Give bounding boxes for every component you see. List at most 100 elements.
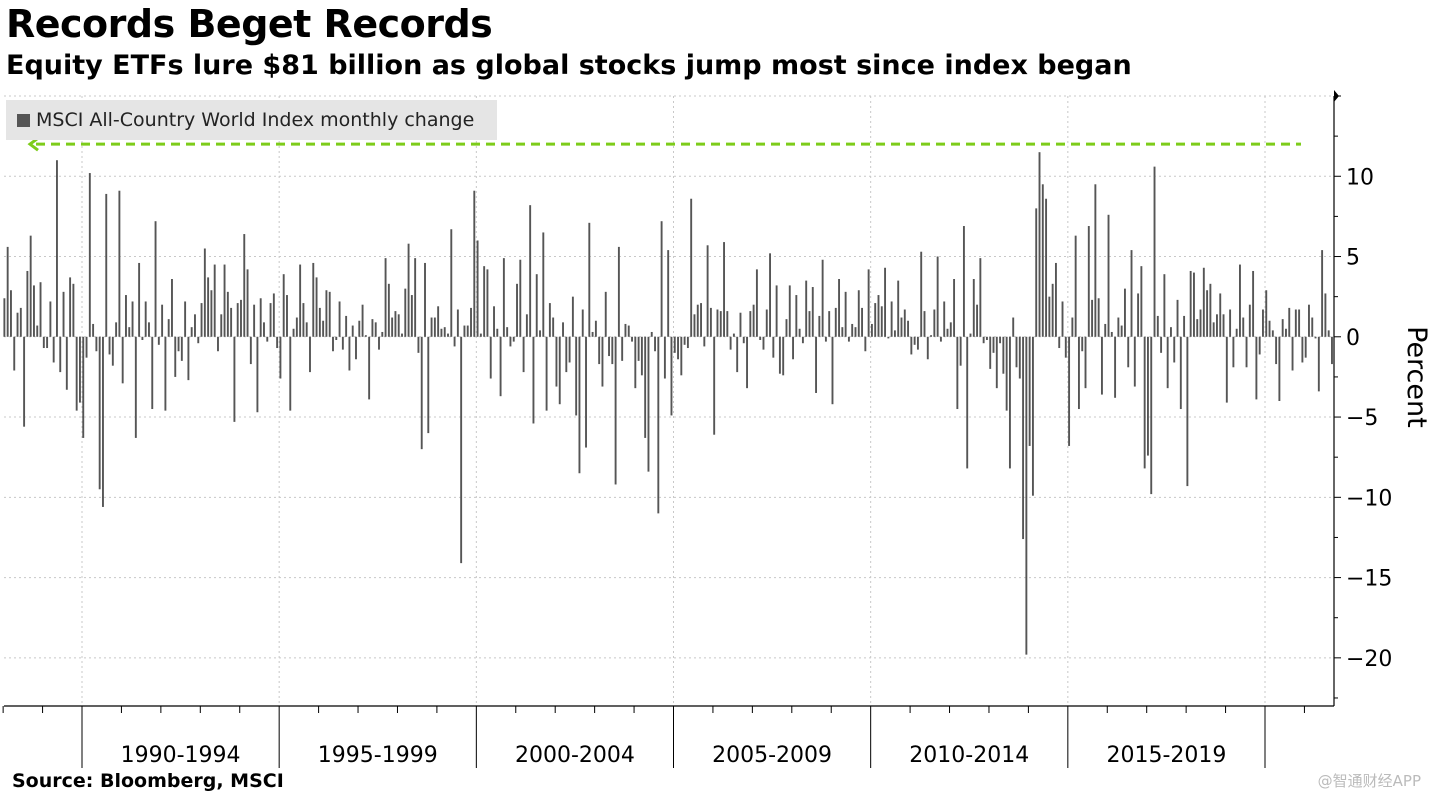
bar bbox=[545, 336, 548, 411]
bar bbox=[706, 245, 709, 337]
bar bbox=[604, 291, 607, 337]
bar bbox=[719, 311, 722, 337]
bar bbox=[151, 336, 154, 410]
bar bbox=[476, 240, 479, 337]
bar bbox=[1061, 301, 1064, 337]
bar bbox=[959, 336, 962, 366]
legend: MSCI All-Country World Index monthly cha… bbox=[6, 100, 497, 140]
bar bbox=[788, 285, 791, 337]
bar bbox=[660, 221, 663, 337]
bar bbox=[98, 336, 101, 490]
bar bbox=[1160, 336, 1163, 353]
bar bbox=[243, 234, 246, 337]
bar bbox=[1031, 336, 1034, 496]
bar bbox=[184, 301, 187, 337]
bar bbox=[755, 269, 758, 337]
bar bbox=[923, 311, 926, 337]
bar bbox=[1314, 336, 1317, 339]
bar bbox=[292, 328, 295, 337]
bar bbox=[627, 325, 630, 337]
bar bbox=[108, 336, 111, 355]
bar bbox=[384, 258, 387, 337]
y-tick-label: 5 bbox=[1346, 246, 1360, 271]
bar bbox=[417, 336, 420, 353]
bar bbox=[1242, 317, 1245, 337]
bar bbox=[601, 336, 604, 387]
bar bbox=[348, 336, 351, 371]
bar bbox=[1186, 336, 1189, 487]
bar bbox=[69, 277, 72, 337]
bar bbox=[519, 259, 522, 337]
bar bbox=[907, 320, 910, 337]
bar bbox=[516, 283, 518, 337]
bar bbox=[966, 336, 969, 469]
bar bbox=[976, 304, 979, 337]
bar bbox=[808, 311, 811, 337]
bar bbox=[335, 336, 338, 340]
bar bbox=[358, 320, 361, 337]
bar bbox=[65, 336, 68, 390]
x-category-label: 2000-2004 bbox=[515, 743, 635, 768]
bar bbox=[522, 336, 525, 373]
bar bbox=[1028, 336, 1031, 446]
bar bbox=[420, 336, 423, 450]
bar bbox=[1150, 336, 1153, 495]
bar bbox=[154, 221, 157, 337]
bar bbox=[194, 314, 196, 337]
bar bbox=[42, 336, 45, 349]
bar bbox=[328, 291, 331, 337]
bar bbox=[453, 336, 456, 347]
bar bbox=[269, 303, 272, 337]
bar bbox=[322, 320, 325, 337]
bar bbox=[713, 336, 716, 435]
bar bbox=[466, 325, 469, 337]
bar bbox=[962, 226, 965, 337]
bar bbox=[378, 336, 380, 350]
bar bbox=[315, 277, 318, 337]
bar bbox=[693, 314, 696, 337]
bar bbox=[1265, 290, 1268, 337]
x-category-label: 1990-1994 bbox=[121, 743, 241, 768]
bar bbox=[893, 330, 896, 337]
bar bbox=[397, 314, 400, 337]
bar bbox=[1018, 336, 1021, 379]
bar bbox=[647, 336, 650, 472]
bar bbox=[828, 311, 831, 337]
bar bbox=[404, 288, 407, 337]
bar bbox=[1268, 320, 1271, 337]
bar bbox=[1206, 290, 1209, 337]
bar bbox=[381, 331, 384, 337]
bar bbox=[1074, 235, 1077, 337]
bar bbox=[920, 251, 923, 337]
bar bbox=[765, 309, 768, 337]
bar bbox=[1137, 293, 1140, 337]
bar bbox=[1298, 309, 1301, 337]
bar bbox=[742, 336, 745, 344]
bar bbox=[798, 328, 801, 337]
bar bbox=[59, 336, 62, 373]
bar bbox=[729, 336, 732, 350]
bar bbox=[1094, 184, 1097, 337]
bar bbox=[33, 285, 35, 337]
bar bbox=[1077, 336, 1080, 410]
bar bbox=[486, 269, 489, 337]
bar bbox=[1041, 184, 1044, 337]
bar bbox=[841, 327, 844, 337]
bar bbox=[703, 336, 706, 347]
bar bbox=[736, 336, 739, 373]
bar bbox=[56, 160, 58, 337]
bar bbox=[1183, 315, 1186, 337]
bar bbox=[46, 336, 49, 349]
bar bbox=[801, 336, 804, 344]
bar bbox=[880, 306, 883, 337]
bar bbox=[992, 336, 995, 353]
bar bbox=[289, 336, 292, 411]
bar bbox=[493, 306, 495, 337]
bar bbox=[818, 315, 821, 337]
bar bbox=[161, 304, 164, 337]
bar bbox=[62, 291, 65, 337]
bar bbox=[246, 269, 249, 337]
bar bbox=[1232, 336, 1235, 368]
bar bbox=[394, 311, 397, 337]
legend-swatch-icon bbox=[17, 113, 30, 127]
